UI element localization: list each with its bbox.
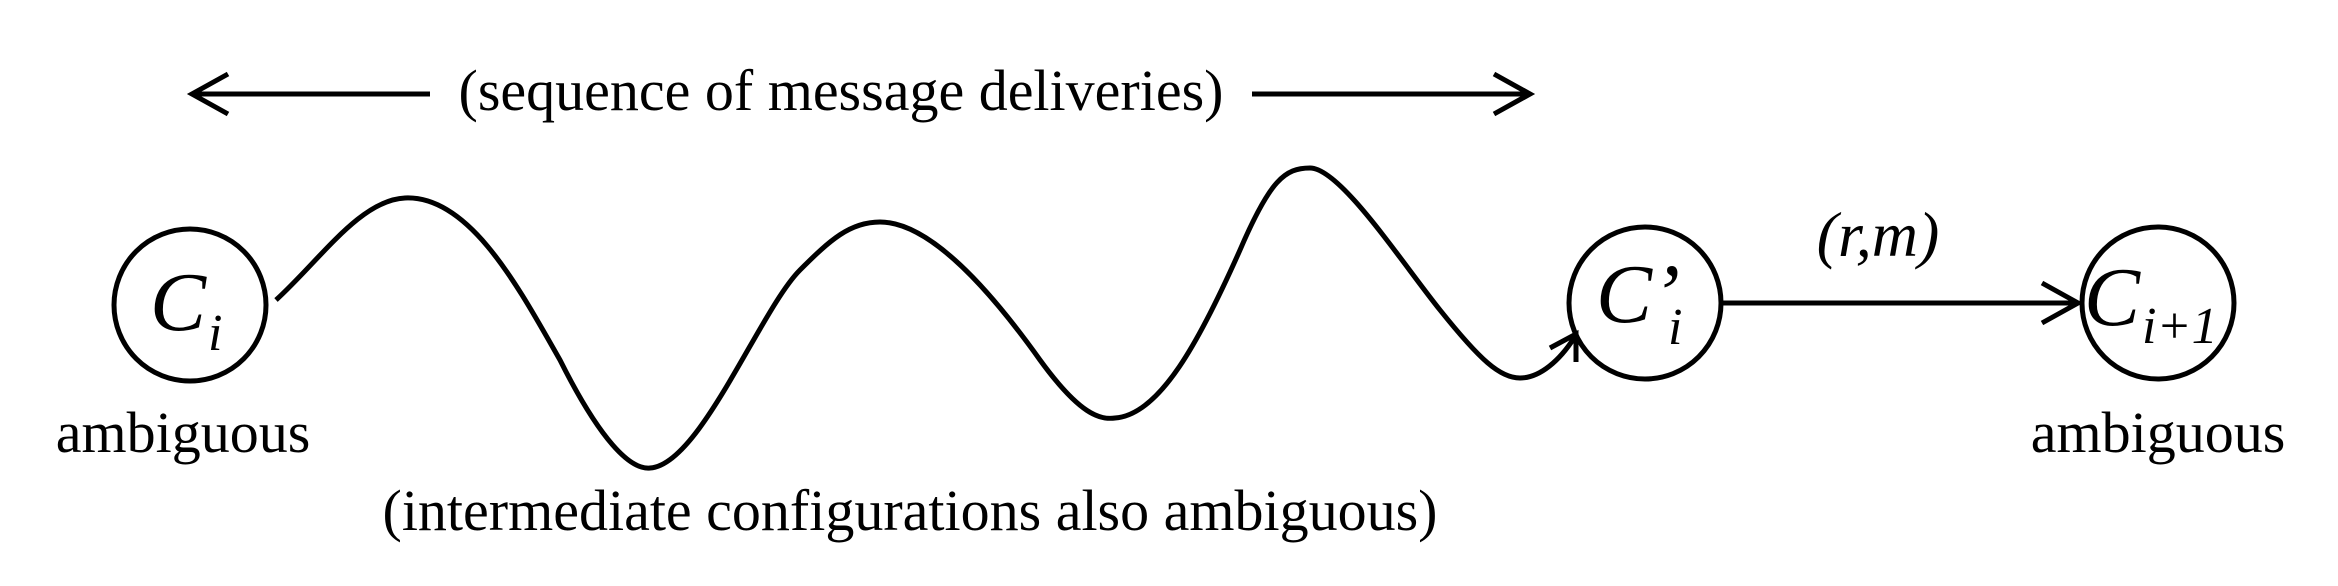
node-ci1-subscript: i+1 <box>2142 298 2218 355</box>
delivery-sequence-arrow: (sequence of message deliveries) <box>186 58 1536 123</box>
node-ci-prime-label: C’i <box>1596 248 1682 356</box>
wavy-path <box>274 165 1577 471</box>
transition-label: (r,m) <box>1817 199 1940 270</box>
transition-arrowhead <box>2040 280 2084 326</box>
node-ci-circle <box>111 226 269 384</box>
node-ci1: Ci+1 ambiguous <box>2031 224 2286 465</box>
right-arrowhead <box>1492 71 1536 117</box>
node-ci1-circle <box>2079 224 2237 382</box>
node-ci-symbol: C <box>150 256 207 349</box>
left-arrowhead <box>186 71 230 117</box>
bottom-label: (intermediate configurations also ambigu… <box>383 478 1438 543</box>
node-ci-label: Ci <box>150 256 222 362</box>
node-ci1-symbol: C <box>2084 251 2141 344</box>
node-ci-prime-circle <box>1566 224 1724 382</box>
node-ci-prime-subscript: i <box>1668 299 1682 356</box>
node-ci-prime-symbol: C’ <box>1596 248 1680 341</box>
top-label: (sequence of message deliveries) <box>459 58 1224 123</box>
node-ci-prime: C’i <box>1566 224 1724 382</box>
node-ci1-caption: ambiguous <box>2031 400 2286 465</box>
node-ci1-label: Ci+1 <box>2084 251 2218 355</box>
wavy-path-arrowhead <box>1548 329 1579 362</box>
node-ci-subscript: i <box>208 305 222 362</box>
node-ci-caption: ambiguous <box>56 400 311 465</box>
node-ci: Ci ambiguous <box>56 226 311 465</box>
